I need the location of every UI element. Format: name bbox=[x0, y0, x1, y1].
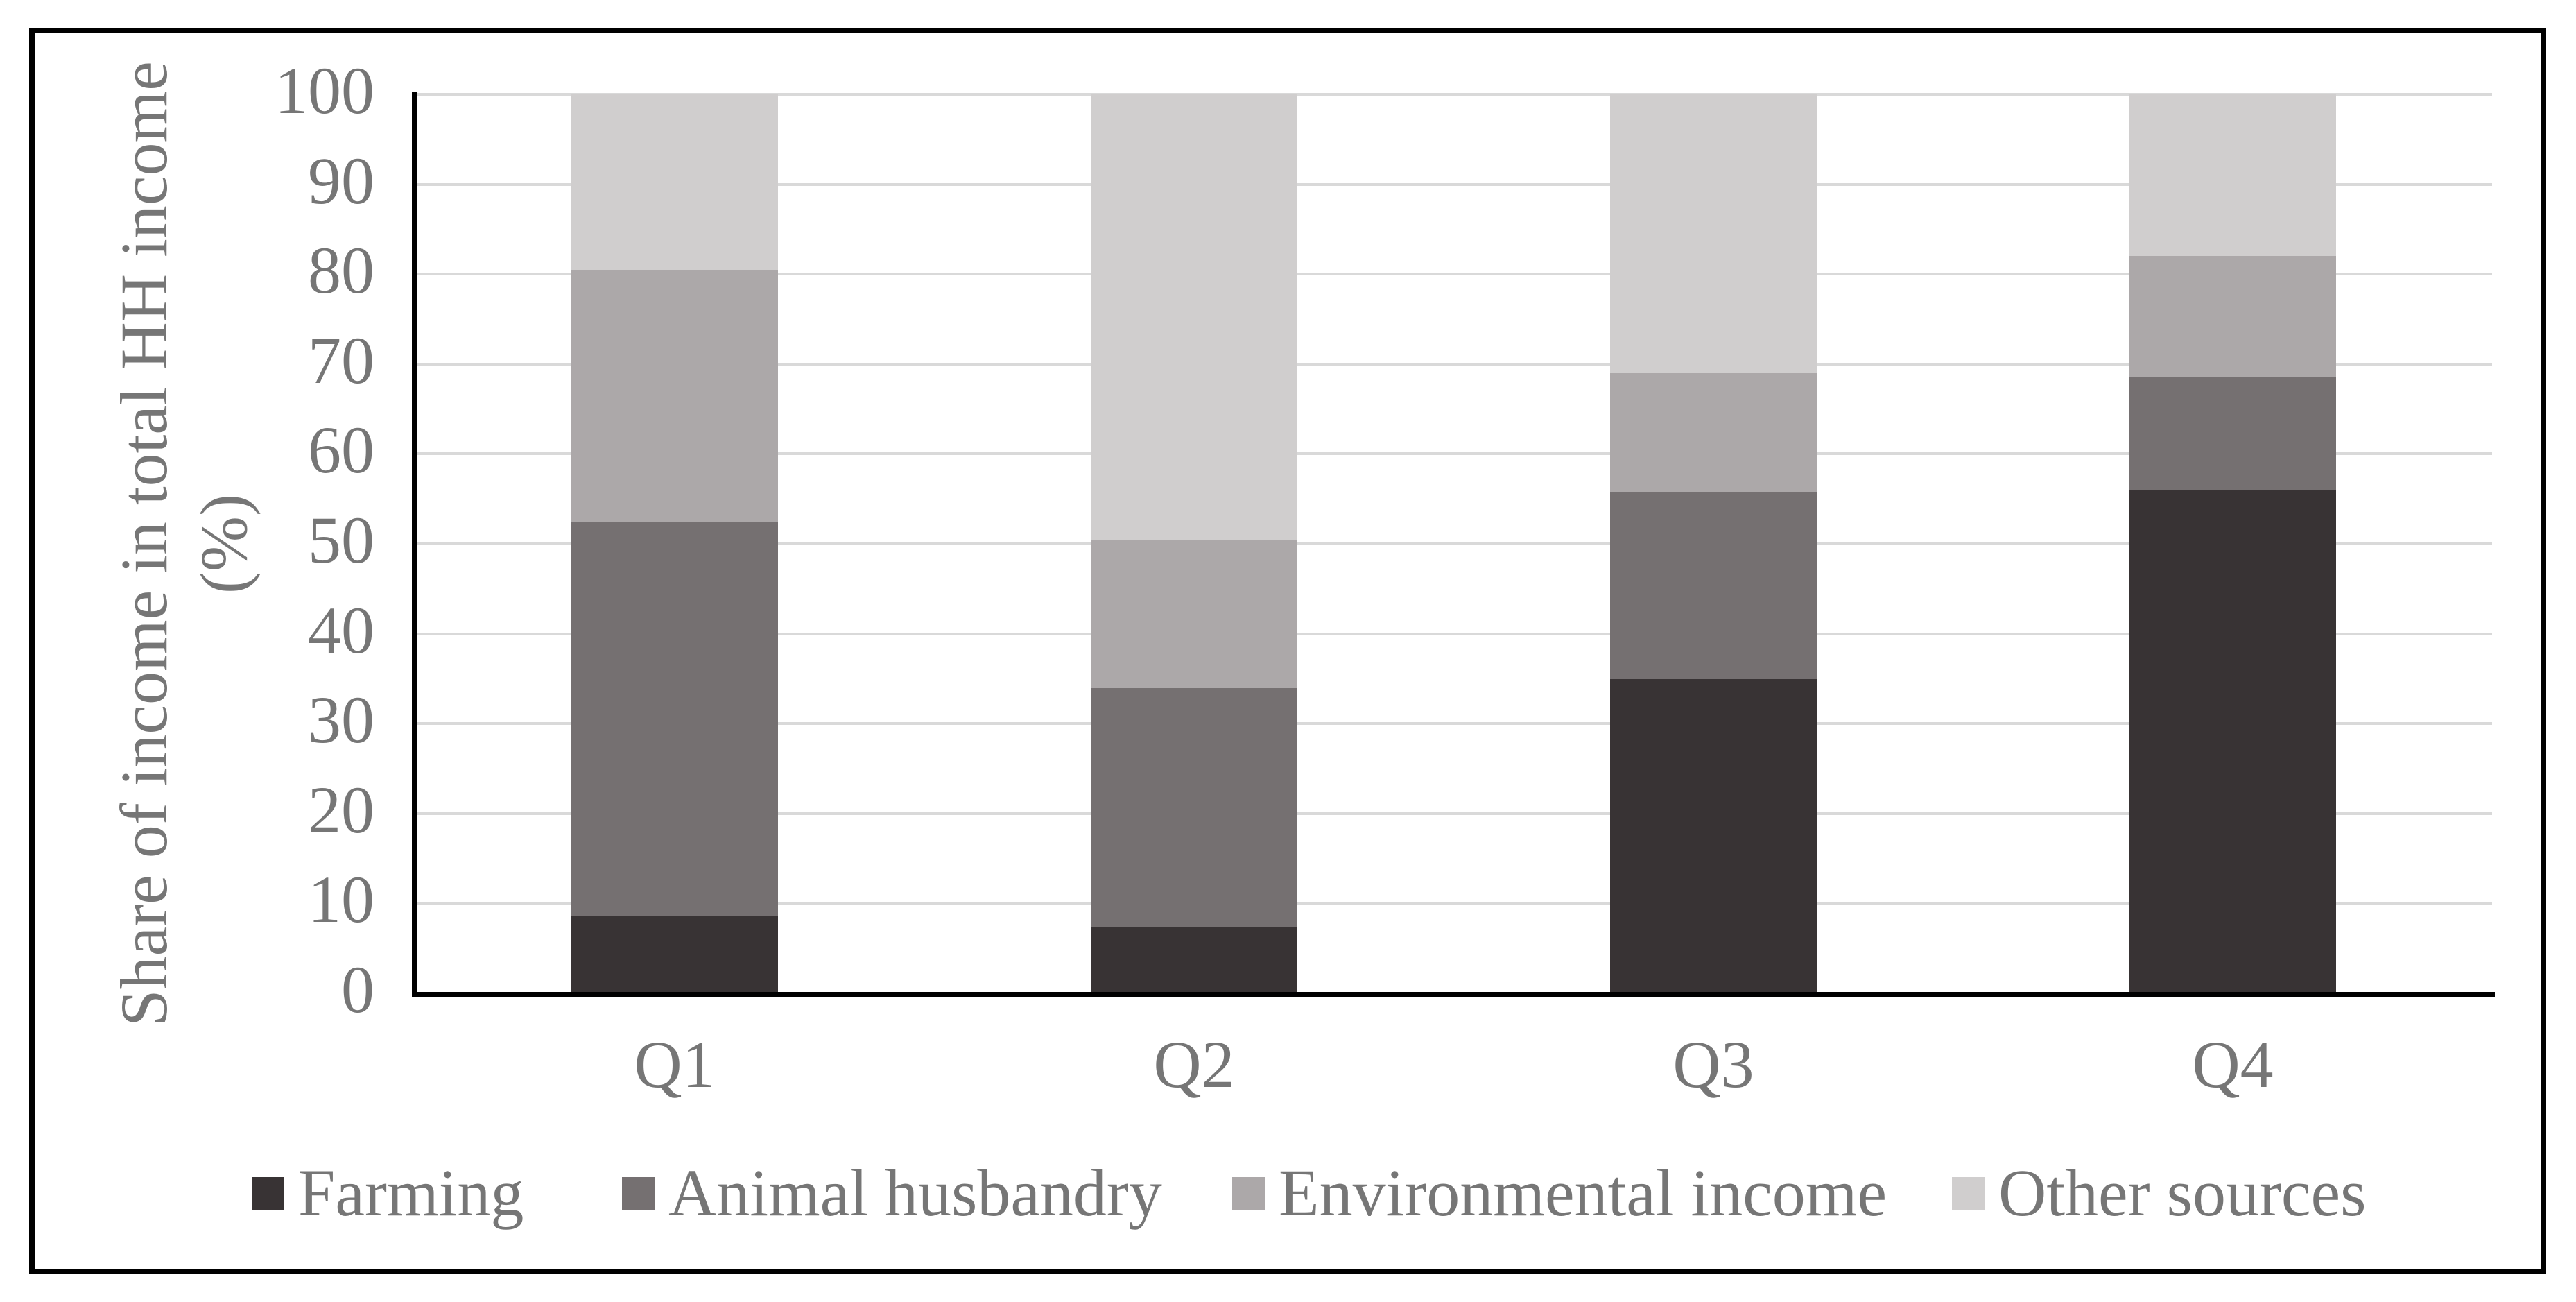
y-tick-label-90: 90 bbox=[308, 144, 374, 218]
legend-label-other-sources: Other sources bbox=[1998, 1156, 2367, 1230]
legend-swatch-farming-icon bbox=[252, 1176, 284, 1210]
y-tick-label-70: 70 bbox=[308, 323, 374, 397]
legend-label-farming: Farming bbox=[298, 1156, 524, 1230]
legend-label-animal-husbandry: Animal husbandry bbox=[668, 1156, 1162, 1230]
x-category-label-q4: Q4 bbox=[2192, 1027, 2274, 1102]
bar-q1-farming bbox=[571, 915, 778, 993]
x-category-label-q2: Q2 bbox=[1153, 1027, 1235, 1102]
bar-q3-animal-husbandry bbox=[1610, 492, 1817, 679]
bar-q2-animal-husbandry bbox=[1091, 687, 1297, 927]
gridline-y-10 bbox=[415, 902, 2492, 905]
gridline-y-40 bbox=[415, 633, 2492, 635]
y-tick-label-0: 0 bbox=[341, 952, 374, 1027]
bar-q2-other-sources bbox=[1091, 94, 1297, 540]
x-axis-line bbox=[412, 992, 2495, 997]
bar-q4-animal-husbandry bbox=[2129, 377, 2336, 490]
gridline-y-80 bbox=[415, 273, 2492, 275]
gridline-y-30 bbox=[415, 722, 2492, 725]
bar-q4-other-sources bbox=[2129, 94, 2336, 256]
x-category-label-q1: Q1 bbox=[634, 1027, 716, 1102]
gridline-y-70 bbox=[415, 363, 2492, 366]
y-tick-label-20: 20 bbox=[308, 773, 374, 847]
gridline-y-90 bbox=[415, 183, 2492, 186]
gridline-y-60 bbox=[415, 452, 2492, 455]
bar-q1-environmental-income bbox=[571, 270, 778, 522]
y-tick-label-10: 10 bbox=[308, 862, 374, 936]
y-tick-label-80: 80 bbox=[308, 233, 374, 307]
gridline-y-50 bbox=[415, 542, 2492, 545]
legend-swatch-other-sources-icon bbox=[1952, 1176, 1985, 1210]
bar-q1-other-sources bbox=[571, 94, 778, 270]
bar-q2-farming bbox=[1091, 927, 1297, 993]
x-category-label-q3: Q3 bbox=[1672, 1027, 1754, 1102]
bar-q1-animal-husbandry bbox=[571, 522, 778, 916]
y-tick-label-30: 30 bbox=[308, 683, 374, 757]
figure-border bbox=[29, 28, 2546, 1274]
gridline-y-20 bbox=[415, 812, 2492, 815]
gridline-y-100 bbox=[415, 93, 2492, 96]
y-axis-line bbox=[412, 92, 417, 997]
bar-q3-farming bbox=[1610, 678, 1817, 993]
bar-q3-other-sources bbox=[1610, 94, 1817, 373]
bar-q4-farming bbox=[2129, 490, 2336, 993]
bar-q2-environmental-income bbox=[1091, 540, 1297, 688]
legend-swatch-animal-husbandry-icon bbox=[622, 1176, 655, 1210]
y-tick-label-50: 50 bbox=[308, 503, 374, 577]
legend-item-farming: Farming bbox=[252, 1160, 524, 1226]
legend-item-other-sources: Other sources bbox=[1952, 1160, 2366, 1226]
y-tick-label-60: 60 bbox=[308, 413, 374, 487]
y-tick-label-40: 40 bbox=[308, 593, 374, 667]
legend-item-environmental-income: Environmental income bbox=[1232, 1160, 1887, 1226]
legend-item-animal-husbandry: Animal husbandry bbox=[622, 1160, 1162, 1226]
bar-q4-environmental-income bbox=[2129, 256, 2336, 377]
bar-q3-environmental-income bbox=[1610, 373, 1817, 492]
legend-swatch-environmental-income-icon bbox=[1232, 1176, 1265, 1210]
y-tick-label-100: 100 bbox=[275, 53, 374, 128]
legend-label-environmental-income: Environmental income bbox=[1279, 1156, 1887, 1230]
